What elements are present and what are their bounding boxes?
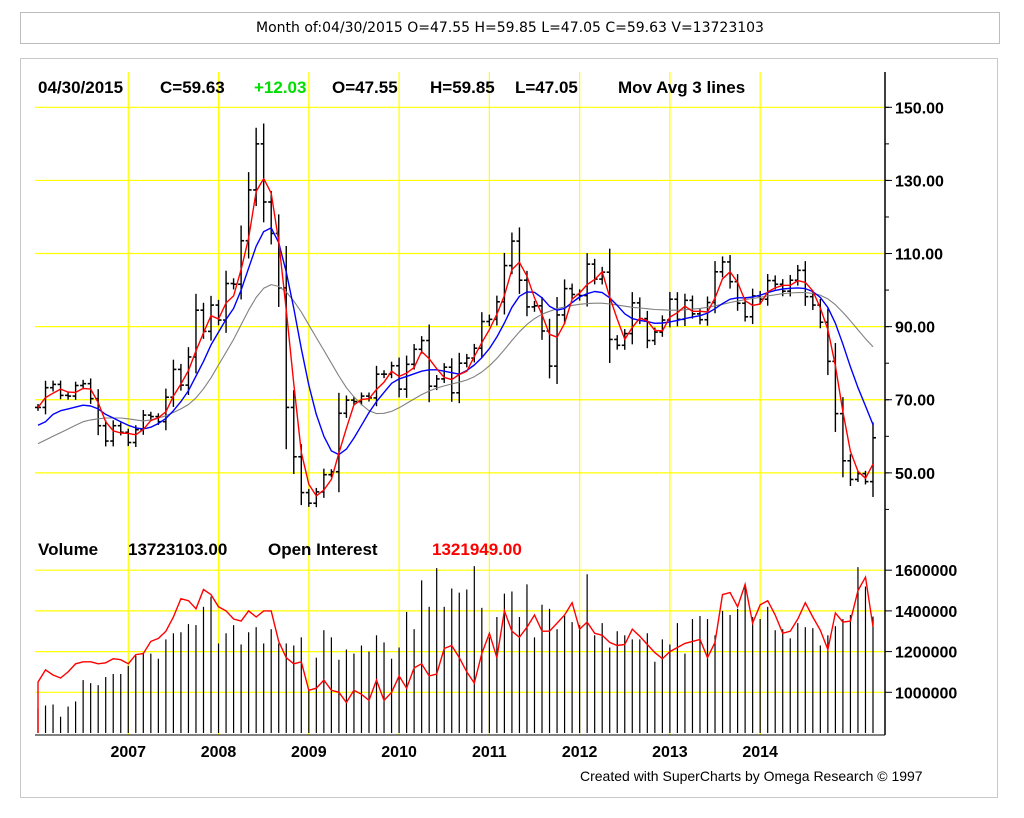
open-interest-line — [37, 574, 874, 733]
axis-labels: 2007 2008 2009 2010 2011 2012 2013 2014 150.00 13… — [110, 100, 957, 761]
volume-tick-label: 1600000 — [895, 563, 957, 580]
x-tick-label: 2009 — [291, 744, 327, 761]
open-interest-label: Open Interest — [268, 540, 378, 559]
open-interest-value: 1321949.00 — [432, 540, 522, 559]
price-close: C=59.63 — [160, 78, 225, 97]
x-tick-label: 2007 — [110, 744, 146, 761]
y-tick-label: 130.00 — [895, 173, 944, 190]
credit-text: Created with SuperCharts by Omega Resear… — [580, 768, 923, 784]
volume-value: 13723103.00 — [128, 540, 227, 559]
grid-layer — [35, 72, 885, 735]
volume-label: Volume — [38, 540, 98, 559]
y-tick-label: 70.00 — [895, 393, 935, 410]
y-tick-label: 90.00 — [895, 320, 935, 337]
volume-tick-label: 1400000 — [895, 604, 957, 621]
y-tick-label: 110.00 — [895, 247, 943, 264]
quote-line: Month of:04/30/2015 O=47.55 H=59.85 L=47… — [256, 20, 764, 36]
y-tick-label: 50.00 — [895, 466, 935, 483]
volume-bars — [37, 566, 874, 733]
volume-tick-label: 1000000 — [895, 685, 957, 702]
x-tick-label: 2008 — [201, 744, 237, 761]
ma-mid-line — [37, 227, 874, 456]
ma-slow-line — [37, 284, 874, 445]
y-tick-label: 150.00 — [895, 100, 944, 117]
study-name: Mov Avg 3 lines — [618, 78, 745, 97]
open-interest-polyline — [37, 574, 874, 733]
price-bars — [35, 123, 876, 508]
x-tick-label: 2012 — [562, 744, 598, 761]
price-open: O=47.55 — [332, 78, 398, 97]
x-tick-label: 2010 — [381, 744, 417, 761]
x-tick-label: 2013 — [652, 744, 688, 761]
price-date: 04/30/2015 — [38, 78, 123, 97]
volume-tick-label: 1200000 — [895, 645, 957, 662]
x-tick-label: 2014 — [742, 744, 778, 761]
price-change: +12.03 — [254, 78, 306, 97]
x-tick-label: 2011 — [472, 744, 507, 761]
price-low: L=47.05 — [515, 78, 578, 97]
quote-header: Month of:04/30/2015 O=47.55 H=59.85 L=47… — [20, 12, 1000, 44]
moving-averages — [37, 177, 874, 497]
price-high: H=59.85 — [430, 78, 495, 97]
ma-fast-line — [37, 177, 874, 497]
